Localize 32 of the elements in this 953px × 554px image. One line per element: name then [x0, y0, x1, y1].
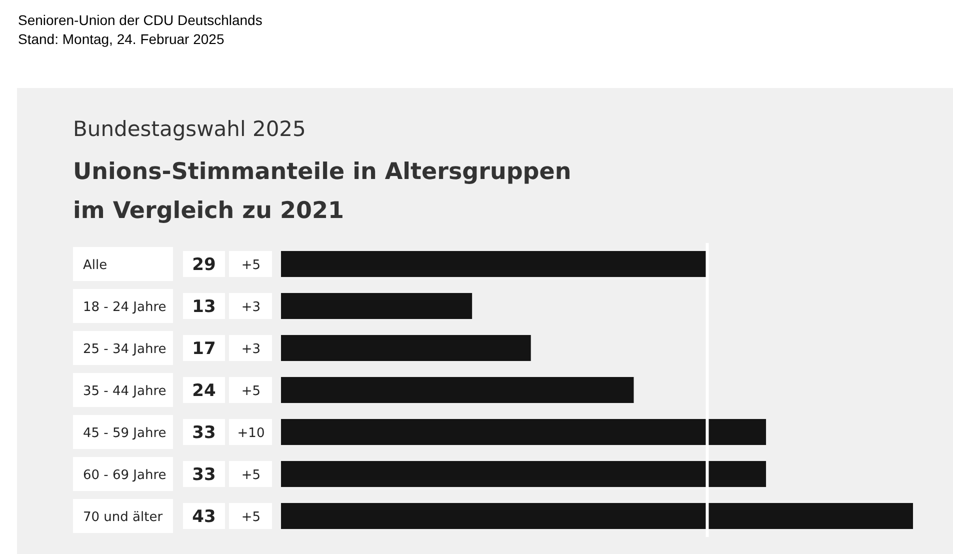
bar	[281, 419, 766, 445]
y-tick-label: Alle	[83, 258, 108, 273]
text: +5	[241, 468, 261, 483]
text: +5	[241, 510, 261, 525]
text: +10	[237, 426, 265, 441]
data-label: 29	[192, 255, 216, 275]
data-label: 33	[192, 423, 216, 443]
data-label: 24	[192, 381, 216, 401]
bar	[281, 503, 913, 529]
chart-subtitle: Bundestagswahl 2025	[73, 117, 306, 141]
bar	[281, 251, 708, 277]
y-tick-label: 25 - 34 Jahre	[83, 342, 166, 357]
y-tick-label: 45 - 59 Jahre	[83, 426, 166, 441]
bar	[281, 293, 472, 319]
data-label: 43	[192, 507, 216, 527]
y-tick-label: 35 - 44 Jahre	[83, 384, 166, 399]
text: Senioren-Union der CDU Deutschlands	[18, 12, 262, 28]
text: Stand: Montag, 24. Februar 2025	[18, 31, 224, 47]
data-label: 13	[192, 297, 216, 317]
y-tick-label: 18 - 24 Jahre	[83, 300, 166, 315]
bar	[281, 377, 634, 403]
data-label: 17	[192, 339, 216, 359]
text: +5	[241, 258, 261, 273]
chart-title: Unions-Stimmanteile in Altersgruppen im Vergleich zu 2021	[73, 158, 572, 226]
bar	[281, 461, 766, 487]
text: +5	[241, 384, 261, 399]
bar	[281, 335, 531, 361]
text: +3	[241, 342, 261, 357]
text: +3	[241, 300, 261, 315]
y-tick-label: 60 - 69 Jahre	[83, 468, 166, 483]
y-tick-label: 70 und älter	[83, 510, 164, 525]
data-label: 33	[192, 465, 216, 485]
